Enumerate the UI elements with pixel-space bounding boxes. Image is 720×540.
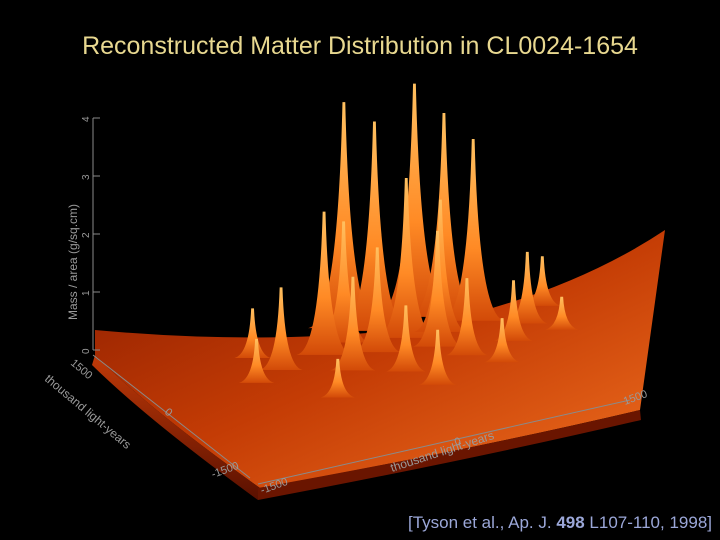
mass-peak-6 (318, 221, 369, 343)
x-tick-0: 0 (453, 435, 463, 448)
mass-peak-2 (410, 113, 478, 317)
mass-peak-17 (494, 280, 533, 341)
mass-peak-11 (506, 251, 548, 324)
mass-peak-19 (446, 278, 488, 356)
mass-peak-14 (412, 230, 463, 347)
y-tick-1500: 1500 (68, 357, 94, 382)
z-axis-label: Mass / area (g/sq.cm) (66, 204, 80, 320)
citation-suffix: L107-110, 1998] (584, 513, 712, 532)
z-tick-label: 0 (81, 348, 92, 354)
surface-edge (92, 355, 260, 500)
mass-peak-20 (386, 305, 426, 372)
surface-edge-right (258, 410, 641, 500)
mass-peak-7 (377, 178, 436, 338)
mass-peak-22 (320, 358, 355, 398)
mass-peak-23 (418, 329, 457, 385)
mass-peak-16 (330, 276, 376, 371)
mass-peak-15 (238, 338, 275, 383)
mass-peak-13 (259, 287, 303, 371)
z-tick-label: 3 (81, 174, 92, 180)
citation-volume: 498 (556, 513, 585, 532)
chart-title: Reconstructed Matter Distribution in CL0… (82, 32, 638, 60)
mass-peak-21 (484, 318, 520, 363)
surface-base (95, 230, 665, 488)
mass-peak-9 (234, 308, 271, 358)
citation: [Tyson et al., Ap. J. 498 L107-110, 1998… (408, 513, 712, 533)
mass-peak-18 (545, 296, 579, 330)
mass-peaks (234, 83, 579, 398)
mass-peak-5 (524, 256, 561, 306)
mass-peak-0 (378, 83, 451, 316)
z-tick-label: 1 (81, 290, 92, 296)
mass-peak-3 (340, 121, 409, 331)
z-tick-label: 2 (81, 232, 92, 238)
mass-peak-1 (308, 102, 380, 329)
mass-peak-4 (441, 138, 505, 321)
x-axis-line (257, 399, 631, 485)
z-tick-label: 4 (81, 116, 92, 122)
y-axis-line (92, 354, 251, 479)
z-axis-ticks: 0 1 2 3 4 (81, 116, 100, 354)
mass-peak-10 (296, 211, 352, 355)
mass-peak-12 (353, 247, 401, 353)
citation-prefix: [Tyson et al., Ap. J. (407, 513, 557, 532)
